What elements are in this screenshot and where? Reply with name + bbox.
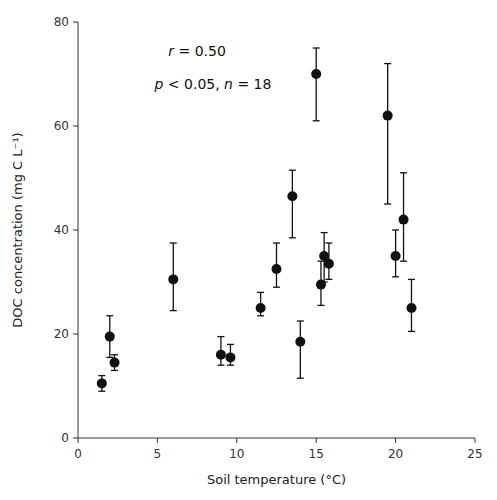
data-point — [324, 259, 334, 269]
data-point — [383, 111, 393, 121]
error-bar — [313, 48, 320, 121]
y-tick-label: 20 — [54, 327, 69, 341]
x-tick — [475, 438, 476, 443]
x-axis-label: Soil temperature (°C) — [207, 472, 346, 487]
y-tick — [73, 334, 78, 335]
data-point — [225, 352, 235, 362]
y-tick-label: 40 — [54, 223, 69, 237]
annotation: r = 0.50 — [168, 43, 226, 59]
y-tick — [73, 230, 78, 231]
data-point — [399, 215, 409, 225]
data-point — [97, 378, 107, 388]
data-point — [216, 350, 226, 360]
x-tick — [78, 438, 79, 443]
x-tick — [395, 438, 396, 443]
y-tick — [73, 126, 78, 127]
annotation: p < 0.05, n = 18 — [154, 76, 272, 92]
data-point — [391, 251, 401, 261]
chart: 0 5 10 15 20 25 0 20 40 60 80 Soil temperature (°C)… — [0, 0, 497, 500]
x-tick-label: 20 — [388, 447, 403, 461]
error-bar — [384, 64, 391, 204]
y-tick — [73, 438, 78, 439]
data-point — [287, 191, 297, 201]
y-tick-label: 80 — [54, 15, 69, 29]
data-point — [105, 332, 115, 342]
x-tick-label: 10 — [229, 447, 244, 461]
x-tick — [157, 438, 158, 443]
data-point — [295, 337, 305, 347]
error-bar — [289, 170, 296, 238]
y-axis-label: DOC concentration (mg C L⁻¹) — [10, 132, 25, 327]
data-point — [406, 303, 416, 313]
plot-area — [97, 48, 417, 391]
data-point — [316, 280, 326, 290]
data-point — [168, 274, 178, 284]
x-tick — [236, 438, 237, 443]
y-tick-label: 60 — [54, 119, 69, 133]
x-tick-label: 5 — [154, 447, 162, 461]
x-tick-label: 0 — [74, 447, 82, 461]
error-bar — [297, 321, 304, 378]
y-tick-label: 0 — [61, 431, 69, 445]
data-point — [256, 303, 266, 313]
x-axis-line — [78, 438, 475, 439]
x-tick-label: 25 — [467, 447, 482, 461]
data-point — [311, 69, 321, 79]
x-tick — [316, 438, 317, 443]
x-tick-label: 15 — [309, 447, 324, 461]
data-point — [110, 358, 120, 368]
data-point — [272, 264, 282, 274]
y-tick — [73, 22, 78, 23]
